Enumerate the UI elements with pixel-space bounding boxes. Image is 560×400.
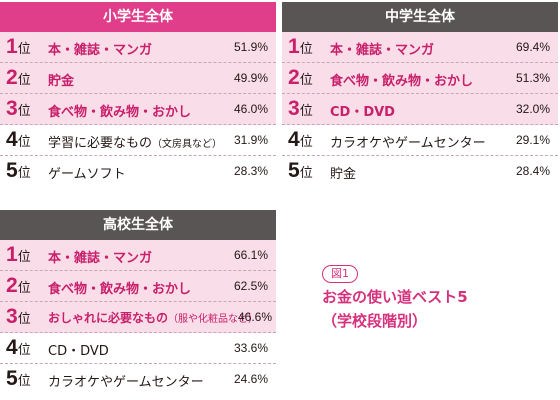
item-label: ゲームソフト: [48, 167, 126, 182]
percentage: 62.5%: [233, 279, 268, 293]
item-label: 貯金: [330, 167, 357, 182]
item-label: おしゃれに必要なもの（服や化粧品など）: [48, 311, 259, 325]
rank: 5位: [288, 159, 313, 182]
item-label: 食べ物・飲み物・おかし: [330, 74, 474, 89]
rank: 4位: [288, 128, 313, 151]
ranking-row: 5位 貯金 28.4%: [282, 156, 558, 187]
panel-junior-high: 中学生全体 1位 本・雑誌・マンガ 69.4% 2位 食べ物・飲み物・おかし 5…: [282, 2, 558, 187]
item-label: 貯金: [48, 74, 75, 89]
ranking-row: 4位 カラオケやゲームセンター 29.1%: [282, 125, 558, 156]
ranking-row: 5位 カラオケやゲームセンター 24.6%: [0, 364, 276, 395]
ranking-row: 3位 CD・DVD 32.0%: [282, 94, 558, 125]
rank: 3位: [288, 97, 313, 120]
percentage: 31.9%: [233, 133, 268, 147]
ranking-row: 4位 CD・DVD 33.6%: [0, 333, 276, 364]
ranking-row: 3位 食べ物・飲み物・おかし 46.0%: [0, 94, 276, 125]
rank: 1位: [6, 243, 31, 266]
figure-badge: 図1: [322, 265, 358, 283]
percentage: 46.6%: [237, 310, 272, 324]
caption-title: お金の使い道ベスト5: [322, 288, 468, 306]
percentage: 28.4%: [515, 164, 550, 178]
panel-title: 中学生全体: [282, 2, 558, 32]
panel-title: 小学生全体: [0, 2, 276, 32]
ranking-row: 2位 食べ物・飲み物・おかし 62.5%: [0, 271, 276, 302]
rank: 4位: [6, 128, 31, 151]
ranking-row: 1位 本・雑誌・マンガ 69.4%: [282, 32, 558, 63]
rank: 4位: [6, 336, 31, 359]
percentage: 46.0%: [233, 102, 268, 116]
percentage: 49.9%: [233, 71, 268, 85]
percentage: 33.6%: [233, 341, 268, 355]
item-label: 食べ物・飲み物・おかし: [48, 282, 192, 297]
percentage: 69.4%: [515, 40, 550, 54]
item-label: 本・雑誌・マンガ: [48, 43, 153, 58]
panel-elementary: 小学生全体 1位 本・雑誌・マンガ 51.9% 2位 貯金 49.9% 3位 食…: [0, 2, 276, 187]
percentage: 29.1%: [515, 133, 550, 147]
figure-caption: 図1 お金の使い道ベスト5 （学校段階別）: [322, 262, 468, 331]
ranking-row: 2位 貯金 49.9%: [0, 63, 276, 94]
rank: 2位: [6, 274, 31, 297]
item-label: 学習に必要なもの（文房具など）: [48, 136, 223, 151]
ranking-row: 5位 ゲームソフト 28.3%: [0, 156, 276, 187]
rank: 5位: [6, 159, 31, 182]
ranking-row: 2位 食べ物・飲み物・おかし 51.3%: [282, 63, 558, 94]
percentage: 51.9%: [233, 40, 268, 54]
rank: 3位: [6, 97, 31, 120]
percentage: 51.3%: [515, 71, 550, 85]
item-label: 食べ物・飲み物・おかし: [48, 105, 192, 120]
ranking-row: 4位 学習に必要なもの（文房具など） 31.9%: [0, 125, 276, 156]
percentage: 28.3%: [233, 164, 268, 178]
caption-subtitle: （学校段階別）: [322, 312, 428, 330]
rank: 1位: [6, 35, 31, 58]
ranking-row: 3位 おしゃれに必要なもの（服や化粧品など） 46.6%: [0, 302, 276, 333]
percentage: 66.1%: [233, 248, 268, 262]
ranking-row: 1位 本・雑誌・マンガ 51.9%: [0, 32, 276, 63]
panel-high-school: 高校生全体 1位 本・雑誌・マンガ 66.1% 2位 食べ物・飲み物・おかし 6…: [0, 210, 276, 395]
percentage: 32.0%: [515, 102, 550, 116]
item-label: CD・DVD: [330, 105, 395, 120]
rank: 1位: [288, 35, 313, 58]
rank: 3位: [6, 305, 31, 328]
rank: 2位: [6, 66, 31, 89]
ranking-row: 1位 本・雑誌・マンガ 66.1%: [0, 240, 276, 271]
item-label: CD・DVD: [48, 344, 109, 359]
rank: 5位: [6, 367, 31, 390]
item-label: 本・雑誌・マンガ: [48, 251, 153, 266]
item-label: 本・雑誌・マンガ: [330, 43, 435, 58]
rank: 2位: [288, 66, 313, 89]
item-label: カラオケやゲームセンター: [48, 375, 204, 390]
item-label: カラオケやゲームセンター: [330, 136, 486, 151]
panel-title: 高校生全体: [0, 210, 276, 240]
percentage: 24.6%: [233, 372, 268, 386]
